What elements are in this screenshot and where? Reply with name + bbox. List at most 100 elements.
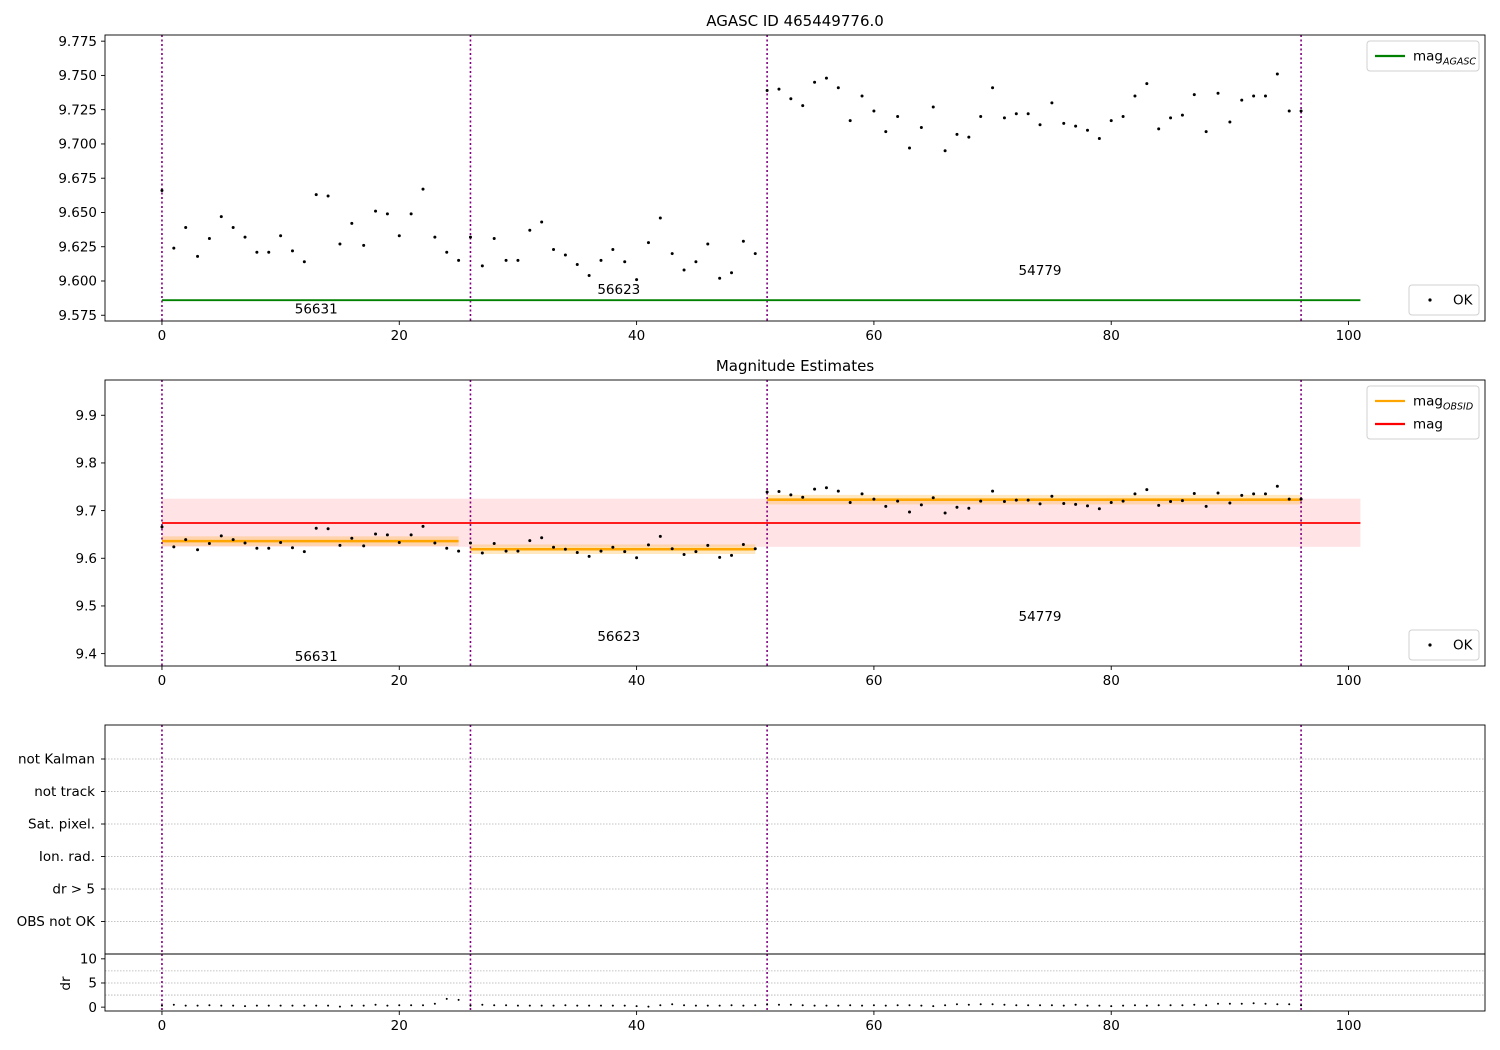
data-point [255, 546, 259, 550]
data-point [836, 86, 840, 90]
data-point [588, 1004, 591, 1007]
data-point [1038, 502, 1042, 506]
y-tick-label: 9.775 [58, 34, 97, 50]
data-point [1300, 1004, 1303, 1007]
data-point [1228, 1002, 1231, 1005]
data-point [1240, 98, 1244, 102]
data-point [1275, 484, 1279, 488]
chart-title: Magnitude Estimates [716, 357, 874, 375]
data-point [1264, 1002, 1267, 1005]
data-point [374, 1003, 377, 1006]
data-point [671, 1003, 674, 1006]
data-point [433, 235, 437, 239]
data-point [967, 135, 971, 139]
data-point [777, 1003, 780, 1006]
flag-category-label: not track [34, 784, 95, 800]
data-point [908, 1004, 911, 1007]
x-tick-label: 0 [158, 328, 167, 344]
data-point [623, 1004, 626, 1007]
x-tick-label: 20 [391, 673, 408, 689]
data-point [1287, 497, 1291, 501]
data-point [1086, 1004, 1089, 1007]
data-point [1002, 116, 1006, 120]
data-point [563, 547, 567, 551]
data-point [540, 536, 544, 540]
y-tick-label: 5 [88, 976, 97, 992]
data-point [1228, 501, 1232, 505]
data-point [872, 109, 876, 113]
data-point [1252, 1002, 1255, 1005]
data-point [682, 552, 686, 556]
data-point [706, 242, 710, 246]
data-point [1299, 497, 1303, 501]
data-point [231, 226, 235, 230]
data-point [1014, 112, 1018, 116]
data-point [279, 541, 283, 545]
data-point [207, 541, 211, 545]
data-point [801, 104, 805, 108]
data-point [766, 1003, 769, 1006]
data-point [1228, 120, 1232, 124]
legend-label-text: mag [1413, 394, 1443, 410]
data-point [991, 1003, 994, 1006]
plot-frame [104, 953, 1486, 1012]
data-point [244, 1005, 247, 1008]
flag-category-label: Sat. pixel. [28, 817, 95, 833]
data-point [789, 97, 793, 101]
data-point [848, 501, 852, 505]
y-tick-label: 9.6 [76, 551, 97, 567]
y-tick-label: 9.750 [58, 68, 97, 84]
data-point [564, 1004, 567, 1007]
x-tick-label: 40 [628, 1018, 645, 1034]
data-point [670, 252, 674, 256]
data-point [219, 215, 223, 219]
data-point [742, 1004, 745, 1007]
data-point [267, 546, 271, 550]
data-point [706, 1004, 709, 1007]
data-point [658, 534, 662, 538]
data-point [362, 1004, 365, 1007]
data-point [836, 489, 840, 493]
y-tick-label: 9.625 [58, 239, 97, 255]
data-point [350, 221, 354, 225]
data-point [659, 1004, 662, 1007]
data-point [421, 187, 425, 191]
data-point [207, 237, 211, 241]
data-point [1062, 121, 1066, 125]
data-point [1074, 502, 1078, 506]
plot-frame [104, 379, 1486, 667]
data-point [160, 1004, 163, 1007]
data-point [552, 247, 556, 251]
data-point [516, 549, 520, 553]
data-point [694, 550, 698, 554]
data-point [741, 542, 745, 546]
data-point [433, 1002, 436, 1005]
data-point [576, 1004, 579, 1007]
data-point [919, 126, 923, 130]
data-point [504, 258, 508, 262]
data-point [789, 493, 793, 497]
data-point [231, 538, 235, 542]
legend-dot-swatch [1428, 643, 1432, 647]
data-point [908, 510, 912, 514]
data-point [1026, 498, 1030, 502]
data-point [303, 1004, 306, 1007]
data-point [1169, 500, 1173, 504]
data-point [730, 553, 734, 557]
data-point [493, 1004, 496, 1007]
data-point [302, 550, 306, 554]
data-point [409, 533, 413, 537]
data-point [967, 1003, 970, 1006]
data-point [1204, 504, 1208, 508]
x-tick-label: 40 [628, 328, 645, 344]
x-tick-label: 80 [1103, 328, 1120, 344]
data-point [1263, 94, 1267, 98]
magnitude-estimates-panel: Magnitude Estimates 56631 56623 54779 0 20 40 6… [76, 357, 1486, 689]
data-point [504, 549, 508, 553]
data-point [1240, 493, 1244, 497]
data-point [1193, 1003, 1196, 1006]
data-point [575, 551, 579, 555]
data-point [1157, 1004, 1160, 1007]
data-point [1217, 1002, 1220, 1005]
data-point [943, 149, 947, 153]
